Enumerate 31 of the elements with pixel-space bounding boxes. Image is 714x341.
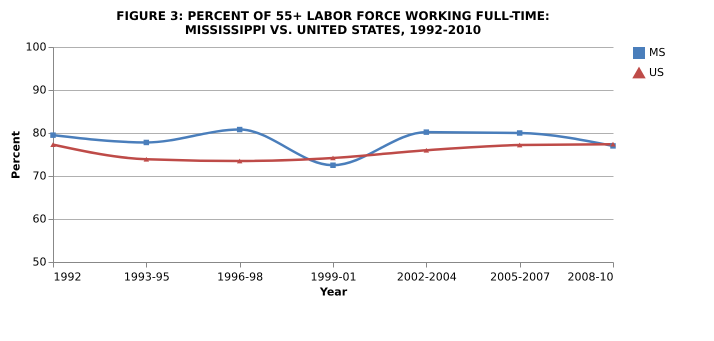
x-tick-label: 2005-2007 xyxy=(490,270,550,284)
point xyxy=(144,140,150,146)
legend-label: MS xyxy=(649,46,666,59)
y-tick-label: 50 xyxy=(32,256,46,268)
y-tick-label: 100 xyxy=(26,40,46,54)
point xyxy=(236,158,242,164)
text: MISSISSIPPI VS. UNITED STATES, 1992-2010 xyxy=(184,23,482,37)
y-tick-label: 60 xyxy=(32,212,46,226)
y-tick-label: 80 xyxy=(32,126,46,140)
point xyxy=(50,142,56,147)
point xyxy=(424,129,430,135)
x-tick-label: 1993-95 xyxy=(124,270,170,284)
legend-label: US xyxy=(649,66,664,79)
x-tick-label: 1996-98 xyxy=(217,270,264,284)
x-tick-label: 1999-01 xyxy=(310,270,356,284)
y-axis-title: Percent xyxy=(10,130,23,180)
point xyxy=(144,156,150,162)
x-axis-title: Year xyxy=(318,286,348,298)
point xyxy=(330,162,336,168)
y-tick-label: 70 xyxy=(32,170,46,182)
point xyxy=(516,130,522,136)
text: FIGURE 3: PERCENT OF 55+ LABOR FORCE WORKING FULL-TIME: xyxy=(116,9,550,23)
x-tick-label: 1992 xyxy=(54,270,82,284)
point xyxy=(516,142,522,148)
x-tick-label: 2008-10 xyxy=(568,270,614,284)
point xyxy=(330,156,336,160)
point xyxy=(236,126,242,132)
point xyxy=(50,132,56,138)
y-tick-label: 90 xyxy=(32,84,46,96)
x-tick-label: 2002-2004 xyxy=(396,270,457,284)
point xyxy=(424,148,430,153)
